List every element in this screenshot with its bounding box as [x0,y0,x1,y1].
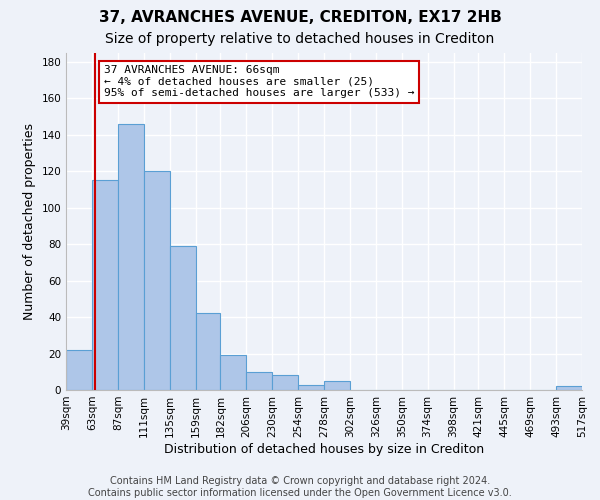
Bar [144,171,170,390]
Bar [170,246,196,390]
Bar [298,384,324,390]
Text: Size of property relative to detached houses in Crediton: Size of property relative to detached ho… [106,32,494,46]
Bar [220,356,246,390]
Text: 37, AVRANCHES AVENUE, CREDITON, EX17 2HB: 37, AVRANCHES AVENUE, CREDITON, EX17 2HB [98,10,502,25]
Bar [92,180,118,390]
Bar [246,372,272,390]
Bar [272,376,298,390]
Text: 37 AVRANCHES AVENUE: 66sqm
← 4% of detached houses are smaller (25)
95% of semi-: 37 AVRANCHES AVENUE: 66sqm ← 4% of detac… [104,66,414,98]
Bar [324,381,350,390]
Bar [196,314,220,390]
Bar [66,350,92,390]
X-axis label: Distribution of detached houses by size in Crediton: Distribution of detached houses by size … [164,442,484,456]
Text: Contains HM Land Registry data © Crown copyright and database right 2024.
Contai: Contains HM Land Registry data © Crown c… [88,476,512,498]
Bar [118,124,144,390]
Bar [556,386,582,390]
Y-axis label: Number of detached properties: Number of detached properties [23,122,36,320]
